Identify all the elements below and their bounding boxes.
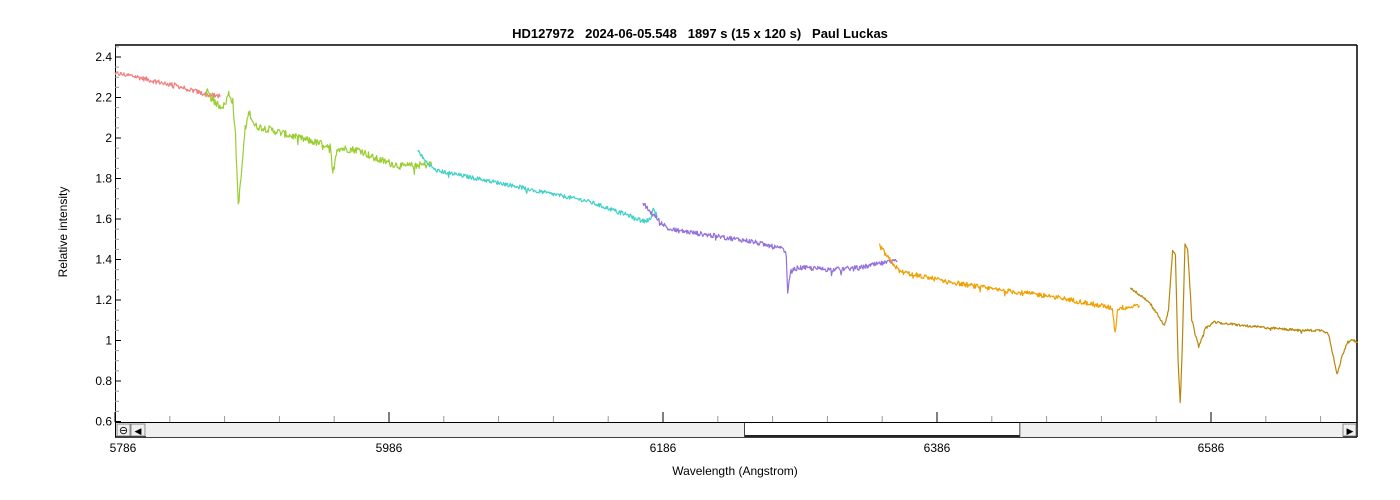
right-arrow-icon: ▶ [1347,426,1354,436]
series-line-segment-4 [642,202,898,294]
x-tick-label: 6386 [924,441,951,455]
y-tick-label: 1.4 [95,253,112,267]
y-tick-label: 1.6 [95,212,112,226]
series-line-segment-2 [204,88,433,205]
series-line-segment-6 [1129,243,1358,404]
y-tick-label: 2.4 [95,50,112,64]
axis-ticks: 5786 5986 6186 6386 6586 0.6 0.8 1 1.2 1.4 1.6 1.8 2… [95,46,1322,455]
y-tick-label: 0.8 [95,374,112,388]
left-arrow-icon: ◀ [135,426,142,436]
y-axis-label: Relative intensity [56,187,70,278]
series-line-segment-5 [878,243,1141,333]
x-tick-label: 5786 [110,441,137,455]
series-line-segment-3 [417,149,658,224]
scrollbar-thumb[interactable] [744,423,1020,436]
x-tick-label: 6586 [1198,441,1225,455]
chart-title: HD127972 2024-06-05.548 1897 s (15 x 120… [512,26,888,41]
x-axis-label: Wavelength (Angstrom) [672,464,798,478]
series-line-segment-1 [114,71,221,99]
scroll-left-button[interactable]: ◀ [130,423,146,437]
y-tick-label: 1.2 [95,293,112,307]
spectrum-series [114,71,1358,404]
horizontal-scrollbar[interactable]: ⊖ ◀ ▶ [116,423,1357,437]
scroll-right-button[interactable]: ▶ [1342,423,1357,437]
x-tick-label: 5986 [376,441,403,455]
zoom-out-button[interactable]: ⊖ [116,423,131,437]
x-tick-label: 6186 [650,441,677,455]
y-tick-label: 2.2 [95,91,112,105]
y-tick-label: 0.6 [95,415,112,429]
zoom-out-icon: ⊖ [119,425,128,437]
y-tick-label: 1 [105,334,112,348]
y-tick-label: 1.8 [95,172,112,186]
y-tick-label: 2 [105,131,112,145]
